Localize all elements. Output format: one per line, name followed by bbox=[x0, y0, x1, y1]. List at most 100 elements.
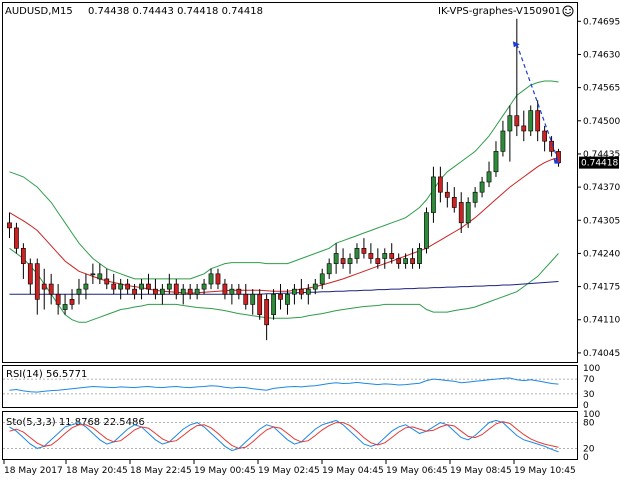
candle-body bbox=[507, 115, 513, 132]
price-tick-label: 0.74695 bbox=[583, 17, 620, 27]
candle-5 bbox=[41, 268, 47, 310]
candle-body bbox=[472, 191, 478, 203]
candle-body bbox=[451, 197, 457, 208]
candle-body bbox=[493, 151, 499, 173]
rsi-tick-label: 0 bbox=[583, 401, 589, 411]
candle-body bbox=[236, 288, 242, 295]
candle-71 bbox=[500, 120, 506, 157]
sto-tick-label: 0 bbox=[583, 453, 589, 463]
candle-body bbox=[48, 283, 54, 295]
candle-38 bbox=[271, 289, 276, 320]
candle-7 bbox=[55, 284, 61, 315]
candle-body bbox=[382, 253, 388, 259]
time-tick-label: 19 May 10:45 bbox=[514, 466, 576, 476]
candle-1 bbox=[14, 222, 19, 254]
candle-28 bbox=[201, 278, 207, 295]
candle-body bbox=[97, 273, 103, 280]
candle-55 bbox=[389, 243, 395, 264]
candle-67 bbox=[472, 187, 478, 208]
candle-6 bbox=[48, 273, 54, 305]
candle-8 bbox=[62, 294, 68, 315]
candle-30 bbox=[215, 268, 221, 290]
candle-44 bbox=[312, 278, 318, 295]
trend-arrow bbox=[512, 41, 561, 164]
candle-72 bbox=[507, 105, 513, 162]
sto-signal-series bbox=[9, 421, 559, 449]
moving-average-red bbox=[9, 157, 559, 294]
candle-body bbox=[403, 258, 409, 264]
candle-20 bbox=[146, 273, 151, 295]
candle-56 bbox=[396, 253, 402, 269]
candle-4 bbox=[34, 258, 40, 315]
candle-35 bbox=[250, 289, 256, 315]
candle-51 bbox=[361, 238, 367, 259]
time-tick-label: 18 May 2017 bbox=[4, 466, 63, 476]
candle-74 bbox=[521, 110, 527, 142]
candle-body bbox=[424, 212, 429, 249]
price-tick-label: 0.74435 bbox=[583, 150, 620, 160]
candle-body bbox=[125, 283, 131, 290]
symbol-label: AUDUSD,M15 bbox=[5, 6, 73, 17]
candle-48 bbox=[340, 248, 346, 269]
price-tick-label: 0.74175 bbox=[583, 283, 620, 293]
candle-53 bbox=[375, 248, 381, 269]
sto-panel-frame bbox=[2, 411, 578, 460]
candle-body bbox=[243, 293, 249, 305]
candle-body bbox=[146, 283, 151, 290]
smiley-icon bbox=[562, 5, 574, 17]
rsi-tick-label: 100 bbox=[583, 364, 600, 374]
candle-body bbox=[528, 110, 534, 132]
candle-body bbox=[173, 283, 179, 295]
candle-body bbox=[41, 283, 47, 290]
candle-body bbox=[104, 278, 110, 285]
candle-body bbox=[27, 263, 33, 285]
candle-26 bbox=[187, 284, 193, 300]
arrow-end-head bbox=[553, 157, 561, 164]
candle-73 bbox=[514, 18, 520, 137]
candle-body bbox=[535, 110, 541, 132]
candle-77 bbox=[542, 125, 548, 152]
candle-body bbox=[298, 288, 304, 295]
candle-body bbox=[431, 176, 436, 213]
rsi-panel-frame bbox=[2, 365, 578, 408]
candle-body bbox=[292, 288, 297, 295]
candle-36 bbox=[257, 289, 263, 320]
candle-body bbox=[326, 263, 332, 275]
candle-42 bbox=[298, 278, 304, 300]
price-tick-label: 0.74240 bbox=[583, 249, 620, 259]
candle-58 bbox=[410, 248, 415, 269]
price-tick-label: 0.74630 bbox=[583, 50, 620, 60]
candle-11 bbox=[83, 273, 89, 300]
candle-37 bbox=[264, 294, 270, 341]
candle-body bbox=[417, 248, 422, 264]
candle-body bbox=[83, 283, 89, 290]
candle-body bbox=[354, 248, 360, 259]
candle-body bbox=[542, 130, 548, 142]
candle-3 bbox=[27, 258, 33, 295]
broker-label: IK-VPS-graphes-V150901 bbox=[438, 6, 561, 17]
svg-text:0.74418: 0.74418 bbox=[581, 159, 618, 169]
candle-15 bbox=[111, 273, 117, 295]
candle-body bbox=[437, 176, 443, 193]
candle-body bbox=[361, 248, 367, 254]
candle-33 bbox=[236, 284, 242, 300]
time-tick-label: 19 May 08:45 bbox=[450, 466, 512, 476]
candle-45 bbox=[319, 268, 325, 290]
candle-50 bbox=[354, 243, 360, 264]
candle-22 bbox=[159, 284, 165, 305]
candle-body bbox=[153, 288, 158, 295]
candle-body bbox=[208, 273, 214, 285]
candle-body bbox=[500, 130, 506, 152]
candle-34 bbox=[243, 284, 249, 310]
candle-body bbox=[139, 283, 144, 290]
price-tick-label: 0.74500 bbox=[583, 117, 620, 127]
candle-body bbox=[14, 227, 19, 249]
candle-body bbox=[187, 288, 193, 295]
time-tick-label: 19 May 06:45 bbox=[386, 466, 448, 476]
candle-body bbox=[180, 288, 186, 295]
candle-76 bbox=[535, 100, 541, 142]
candle-40 bbox=[285, 289, 290, 315]
candle-body bbox=[7, 222, 12, 229]
